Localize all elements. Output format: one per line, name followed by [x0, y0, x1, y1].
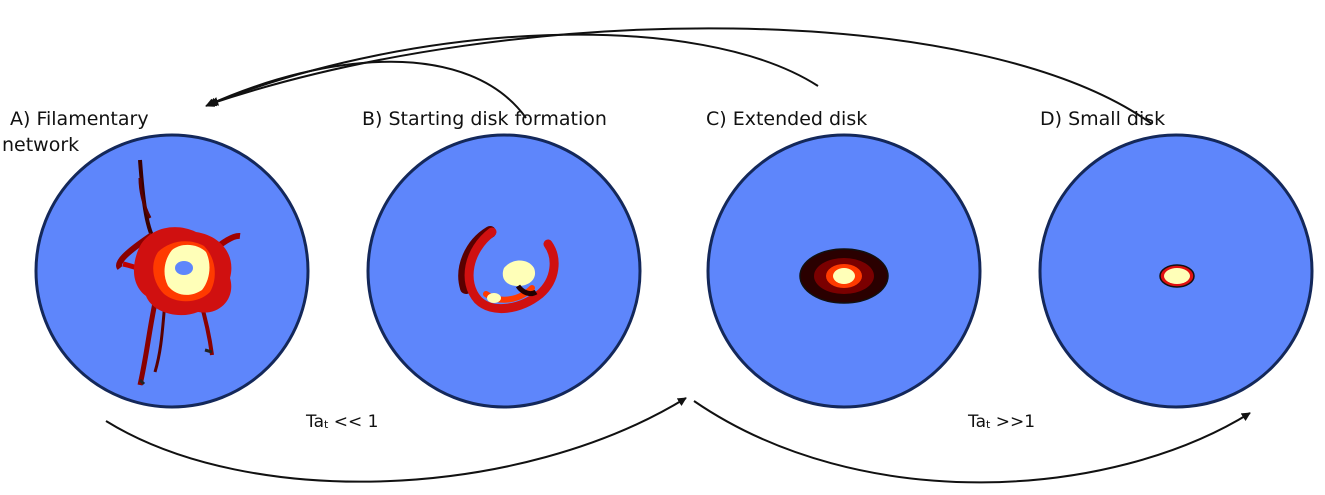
condition-low-base: Ta — [306, 412, 324, 432]
disk-c-core — [833, 268, 855, 284]
condition-high-rest: >>1 — [990, 412, 1036, 432]
arrow-d-to-a — [209, 27, 1153, 125]
arrow-c-to-d — [693, 400, 1251, 484]
condition-high-sub: t — [986, 418, 991, 431]
disk-b — [366, 133, 642, 409]
disk-d — [1038, 133, 1314, 409]
disk-d-core — [1164, 268, 1190, 284]
disk-b-dark-spot — [515, 284, 538, 297]
arrow-c-to-a — [207, 33, 819, 107]
condition-high-base: Ta — [968, 412, 986, 432]
condition-low-rest: << 1 — [328, 412, 379, 432]
arrow-a-to-c — [105, 397, 687, 483]
disk-a — [34, 133, 310, 409]
disk-a-core-hole — [175, 261, 193, 275]
disk-b-core — [502, 260, 536, 286]
condition-low: Tat << 1 — [306, 412, 378, 432]
panel-a-label-line1: A) Filamentary — [10, 108, 149, 130]
panel-b-label: B) Starting disk formation — [362, 108, 607, 130]
condition-low-sub: t — [324, 418, 329, 431]
condition-high: Tat >>1 — [968, 412, 1035, 432]
panel-c-label: C) Extended disk — [706, 108, 868, 130]
disk-b-clump — [487, 293, 501, 303]
arrow-b-to-a — [205, 60, 527, 119]
disk-c — [706, 133, 982, 409]
panel-a-label-line2: network — [2, 134, 80, 156]
disk-b-spiral-outer — [464, 227, 559, 314]
panel-d-label: D) Small disk — [1040, 108, 1166, 130]
